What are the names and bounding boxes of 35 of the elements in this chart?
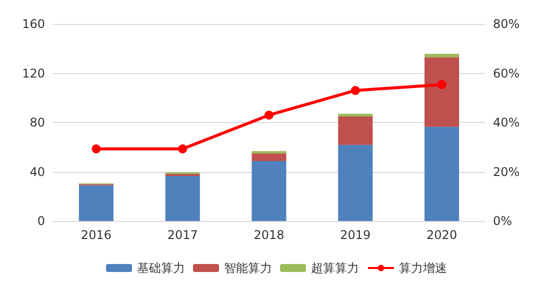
x-tick-label: 2019	[340, 228, 371, 242]
legend-label: 超算算力	[311, 261, 359, 275]
x-tick-label: 2018	[254, 228, 284, 242]
bar	[165, 174, 200, 176]
bar	[338, 144, 373, 221]
bar	[165, 176, 200, 221]
legend-label: 算力增速	[399, 261, 447, 275]
x-tick-label: 2017	[167, 228, 198, 242]
bar	[252, 161, 286, 221]
point	[178, 144, 188, 154]
y2-tick-label: 0%	[493, 214, 512, 228]
y2-tick-label: 20%	[493, 164, 520, 179]
bar	[424, 57, 460, 127]
y2-tick-label: 60%	[493, 66, 520, 80]
y2-tick-label: 40%	[493, 116, 520, 130]
bar	[338, 114, 373, 116]
y-tick-label: 40	[30, 164, 45, 179]
x-tick-label: 2020	[426, 228, 458, 242]
point	[437, 80, 446, 90]
y-tick-label: 120	[22, 66, 45, 80]
point	[92, 144, 101, 154]
bar	[252, 151, 286, 154]
point	[350, 86, 360, 95]
y-tick-label: 80	[30, 116, 45, 130]
y-tick-label: 160	[22, 17, 45, 31]
point	[264, 110, 274, 120]
y2-tick-label: 80%	[493, 17, 520, 31]
bar	[424, 126, 460, 221]
legend-label: 智能算力	[224, 261, 272, 275]
bar	[78, 185, 114, 221]
legend-label: 基础算力	[137, 261, 185, 275]
bar	[338, 116, 373, 145]
x-tick-label: 2016	[80, 228, 112, 242]
y-tick-label: 0	[37, 214, 45, 228]
bar	[252, 154, 286, 162]
